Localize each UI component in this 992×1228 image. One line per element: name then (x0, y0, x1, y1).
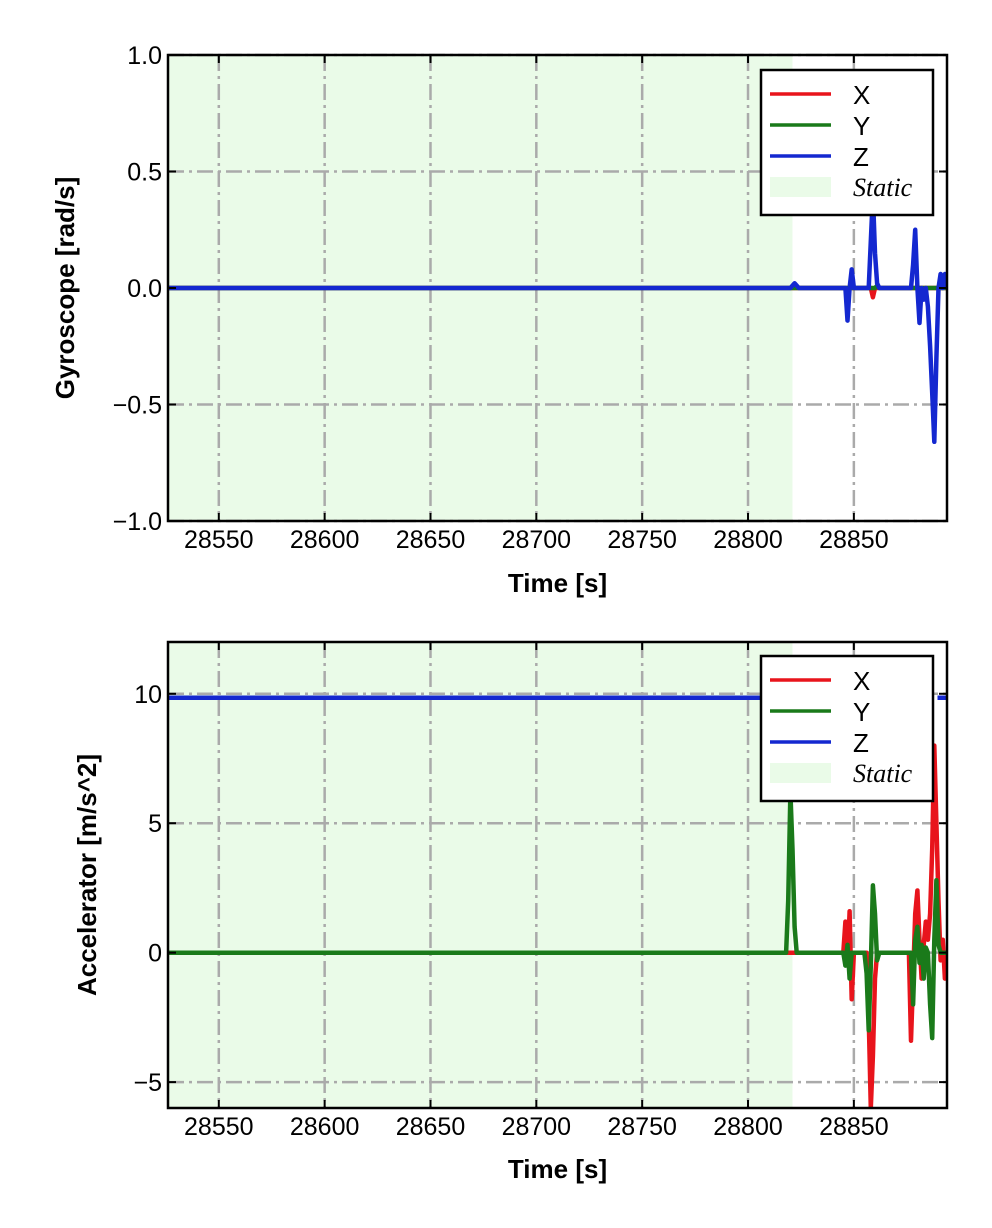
x-tick-label: 28550 (184, 1113, 254, 1141)
x-tick-label: 28600 (290, 526, 360, 554)
legend-label-z: Z (853, 728, 869, 758)
legend-label-z: Z (853, 142, 869, 172)
plot-area (168, 695, 947, 1108)
legend-swatch-static (770, 763, 831, 783)
x-tick-label: 28750 (607, 526, 677, 554)
legend-label-x: X (853, 666, 870, 696)
y-tick-label: 1.0 (127, 42, 162, 70)
x-tick-label: 28700 (502, 526, 572, 554)
plot-area (168, 192, 947, 445)
chart-1: 28550 28600 28650 28700 28750 28800 28850 1.0 0.… (50, 42, 949, 598)
x-tick-label: 28700 (502, 1113, 572, 1141)
x-axis-title: Time [s] (508, 1154, 607, 1184)
legend-swatch-static (770, 177, 831, 197)
x-tick-label: 28800 (713, 526, 783, 554)
x-tick-label: 28800 (713, 1113, 783, 1141)
x-tick-label: 28600 (290, 1113, 360, 1141)
y-tick-label: −5 (133, 1069, 162, 1097)
y-tick-label: 0 (148, 940, 162, 968)
x-tick-label: 28850 (819, 526, 889, 554)
static-region (168, 642, 793, 1108)
x-tick-label: 28650 (396, 526, 466, 554)
x-tick-label: 28550 (184, 526, 254, 554)
legend-label-static: Static (853, 759, 913, 788)
ticks (168, 642, 947, 1108)
legend-label-static: Static (853, 173, 913, 202)
series-line-z (168, 192, 947, 445)
plot-frame (166, 640, 949, 1110)
x-tick-label: 28750 (607, 1113, 677, 1141)
x-axis-title: Time [s] (508, 568, 607, 598)
ticks (168, 54, 947, 522)
y-tick-label: 0.0 (127, 275, 162, 303)
x-tick-label: 28850 (819, 1113, 889, 1141)
x-tick-label: 28650 (396, 1113, 466, 1141)
chart-2: 28550 28600 28650 28700 28750 28800 28850 10 5 0 −… (72, 640, 949, 1184)
legend-label-y: Y (853, 111, 870, 141)
y-tick-label: 5 (148, 810, 162, 838)
y-axis-title: Accelerator [m/s^2] (72, 754, 102, 996)
y-tick-label: −1.0 (113, 508, 162, 536)
legend-label-x: X (853, 80, 870, 110)
legend-label-y: Y (853, 697, 870, 727)
y-tick-label: −0.5 (113, 392, 162, 420)
y-tick-label: 0.5 (127, 159, 162, 187)
y-axis-title: Gyroscope [rad/s] (50, 177, 80, 400)
series-line-y (168, 789, 947, 1041)
y-tick-label: 10 (134, 681, 162, 709)
